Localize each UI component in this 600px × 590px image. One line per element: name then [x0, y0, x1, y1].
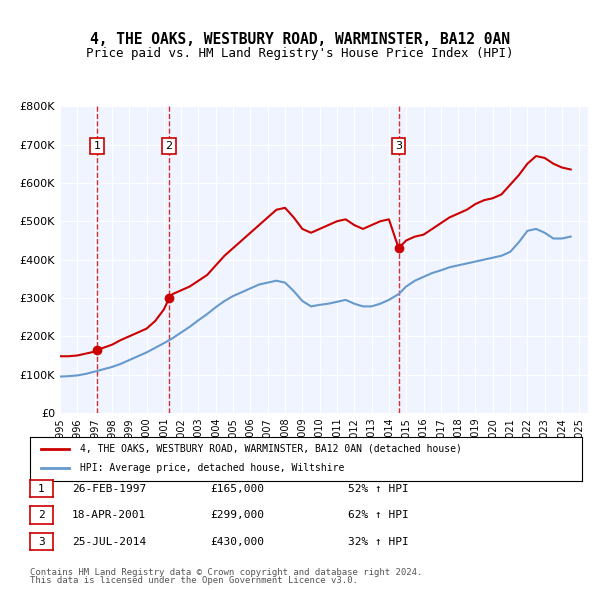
Text: 1: 1 [94, 141, 101, 151]
Text: 2: 2 [166, 141, 173, 151]
Text: £165,000: £165,000 [210, 484, 264, 493]
Text: HPI: Average price, detached house, Wiltshire: HPI: Average price, detached house, Wilt… [80, 464, 344, 473]
Text: 25-JUL-2014: 25-JUL-2014 [72, 537, 146, 546]
Text: Price paid vs. HM Land Registry's House Price Index (HPI): Price paid vs. HM Land Registry's House … [86, 47, 514, 60]
Text: 26-FEB-1997: 26-FEB-1997 [72, 484, 146, 493]
Text: £299,000: £299,000 [210, 510, 264, 520]
Text: 18-APR-2001: 18-APR-2001 [72, 510, 146, 520]
Text: 4, THE OAKS, WESTBURY ROAD, WARMINSTER, BA12 0AN (detached house): 4, THE OAKS, WESTBURY ROAD, WARMINSTER, … [80, 444, 461, 454]
Text: 4, THE OAKS, WESTBURY ROAD, WARMINSTER, BA12 0AN: 4, THE OAKS, WESTBURY ROAD, WARMINSTER, … [90, 32, 510, 47]
Text: 32% ↑ HPI: 32% ↑ HPI [348, 537, 409, 546]
Text: 3: 3 [38, 537, 45, 546]
Text: 2: 2 [38, 510, 45, 520]
Text: 3: 3 [395, 141, 402, 151]
Text: £430,000: £430,000 [210, 537, 264, 546]
Text: Contains HM Land Registry data © Crown copyright and database right 2024.: Contains HM Land Registry data © Crown c… [30, 568, 422, 577]
Text: 1: 1 [38, 484, 45, 493]
Text: This data is licensed under the Open Government Licence v3.0.: This data is licensed under the Open Gov… [30, 576, 358, 585]
Text: 52% ↑ HPI: 52% ↑ HPI [348, 484, 409, 493]
Text: 62% ↑ HPI: 62% ↑ HPI [348, 510, 409, 520]
